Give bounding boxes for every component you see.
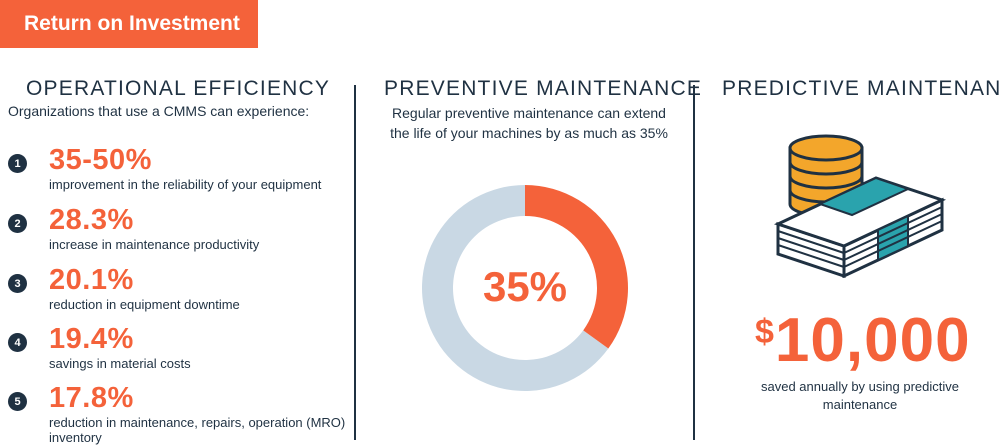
savings-caption-line: maintenance xyxy=(822,397,898,412)
stat-description: increase in maintenance productivity xyxy=(49,237,260,252)
predictive-maintenance-heading: PREDICTIVE MAINTENANCE xyxy=(722,77,1000,100)
stat-value: 28.3% xyxy=(49,204,134,236)
stat-value: 35-50% xyxy=(49,144,152,176)
donut-label: 35% xyxy=(483,263,567,310)
operational-efficiency-heading: OPERATIONAL EFFICIENCY xyxy=(26,77,331,100)
banner-title: Return on Investment xyxy=(24,12,240,35)
stat-description: improvement in the reliability of your e… xyxy=(49,177,322,192)
preventive-maintenance-heading: PREVENTIVE MAINTENANCE xyxy=(384,77,703,100)
preventive-donut-chart: 35% xyxy=(422,185,628,391)
cash-stack-icon xyxy=(773,176,947,278)
stat-description: reduction in equipment downtime xyxy=(49,297,240,312)
step-number-badge: 1 xyxy=(8,154,27,173)
step-number-badge: 3 xyxy=(8,274,27,293)
savings-value: 10,000 xyxy=(774,306,971,375)
step-number-badge: 5 xyxy=(8,392,27,411)
operational-subheading: Organizations that use a CMMS can experi… xyxy=(8,103,310,119)
donut-remainder-segment xyxy=(422,185,609,391)
step-number-badge: 2 xyxy=(8,214,27,233)
preventive-description: Regular preventive maintenance can exten… xyxy=(384,103,674,143)
column-divider xyxy=(693,85,695,440)
savings-caption: saved annually by using predictive maint… xyxy=(740,378,980,414)
stat-description: savings in material costs xyxy=(49,356,191,371)
preventive-description-line: Regular preventive maintenance can exten… xyxy=(392,105,666,121)
coins-and-cash-icon xyxy=(773,134,947,278)
preventive-description-line: the life of your machines by as much as … xyxy=(390,125,668,141)
stat-value: 17.8% xyxy=(49,382,134,414)
step-number-badge: 4 xyxy=(8,333,27,352)
savings-caption-line: saved annually by using predictive xyxy=(760,379,959,394)
donut-highlight-segment xyxy=(525,185,628,349)
stat-value: 19.4% xyxy=(49,323,134,355)
savings-amount: $10,000 xyxy=(755,305,971,376)
column-divider xyxy=(354,85,356,440)
stat-description: reduction in maintenance, repairs, opera… xyxy=(49,415,346,445)
stat-value: 20.1% xyxy=(49,264,134,296)
return-on-investment-banner: Return on Investment xyxy=(0,0,258,48)
dollar-sign: $ xyxy=(755,313,775,351)
